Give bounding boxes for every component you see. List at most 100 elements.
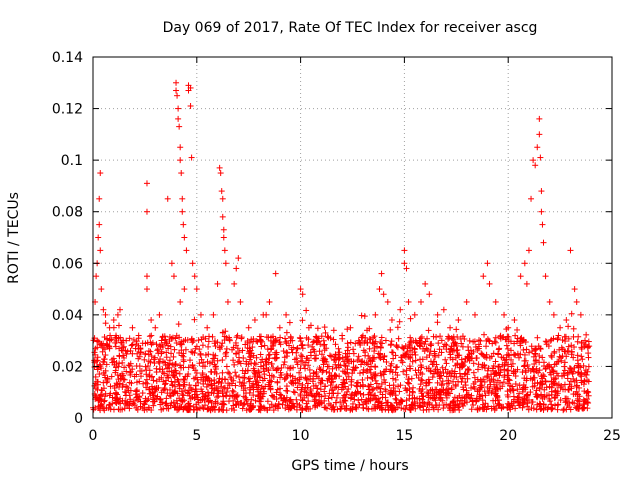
band-point [133,371,140,378]
band-point [370,356,377,363]
band-point [273,389,280,396]
band-point [107,406,114,413]
band-point [129,341,136,348]
band-point [329,404,336,411]
band-point [142,340,149,347]
band-point [212,343,219,350]
band-point [362,349,369,356]
band-point [465,354,472,361]
band-point [267,385,274,392]
data-point [297,286,304,293]
band-point [130,400,137,407]
band-point [394,324,401,331]
band-point [255,368,262,375]
data-point [129,324,136,331]
band-point [468,406,475,413]
band-point [451,339,458,346]
band-point [366,336,373,343]
band-point [435,340,442,347]
band-point [289,349,296,356]
band-point [352,404,359,411]
band-point [371,373,378,380]
band-point [434,319,441,326]
band-point [459,375,466,382]
band-point [448,386,455,393]
band-point [230,344,237,351]
band-point [355,397,362,404]
data-point [376,286,383,293]
band-point [271,354,278,361]
band-point [150,402,157,409]
data-point [403,265,410,272]
band-point [163,395,170,402]
band-point [228,405,235,412]
band-point [447,402,454,409]
band-point [218,380,225,387]
band-point [377,370,384,377]
band-point [379,394,386,401]
band-point [263,356,270,363]
band-point [461,400,468,407]
band-point [364,375,371,382]
band-point [308,391,315,398]
band-point [427,368,434,375]
band-point [561,333,568,340]
data-point [405,298,412,305]
band-point [202,335,209,342]
band-point [484,367,491,374]
band-point [109,356,116,363]
band-point [578,345,585,352]
band-point [303,405,310,412]
band-point [325,395,332,402]
band-point [340,394,347,401]
band-point [191,316,198,323]
band-point [403,397,410,404]
data-point [222,260,229,267]
band-point [321,341,328,348]
data-point [164,195,171,202]
band-point [163,377,170,384]
band-point [397,382,404,389]
band-point [470,360,477,367]
band-point [145,362,152,369]
band-point [445,377,452,384]
band-point [554,336,561,343]
band-point [162,336,169,343]
data-point [97,170,104,177]
band-point [341,362,348,369]
band-point [377,344,384,351]
band-point [335,345,342,352]
band-point [321,347,328,354]
band-point [187,357,194,364]
band-point [506,377,513,384]
band-point [466,357,473,364]
band-point [574,352,581,359]
data-point [501,311,508,318]
band-point [474,366,481,373]
band-point [424,335,431,342]
band-point [113,389,120,396]
band-point [123,368,130,375]
band-point [208,389,215,396]
x-tick-label: 15 [395,428,413,444]
band-point [365,386,372,393]
band-point [223,345,230,352]
band-point [286,397,293,404]
band-point [578,373,585,380]
band-point [121,354,128,361]
band-point [347,339,354,346]
band-point [344,388,351,395]
band-point [94,366,101,373]
band-point [246,384,253,391]
band-point [517,335,524,342]
band-point [581,369,588,376]
band-point [540,372,547,379]
band-point [174,407,181,414]
band-point [345,344,352,351]
band-point [253,354,260,361]
band-point [218,406,225,413]
band-point [299,317,306,324]
data-point [189,260,196,267]
band-point [270,407,277,414]
band-point [492,339,499,346]
